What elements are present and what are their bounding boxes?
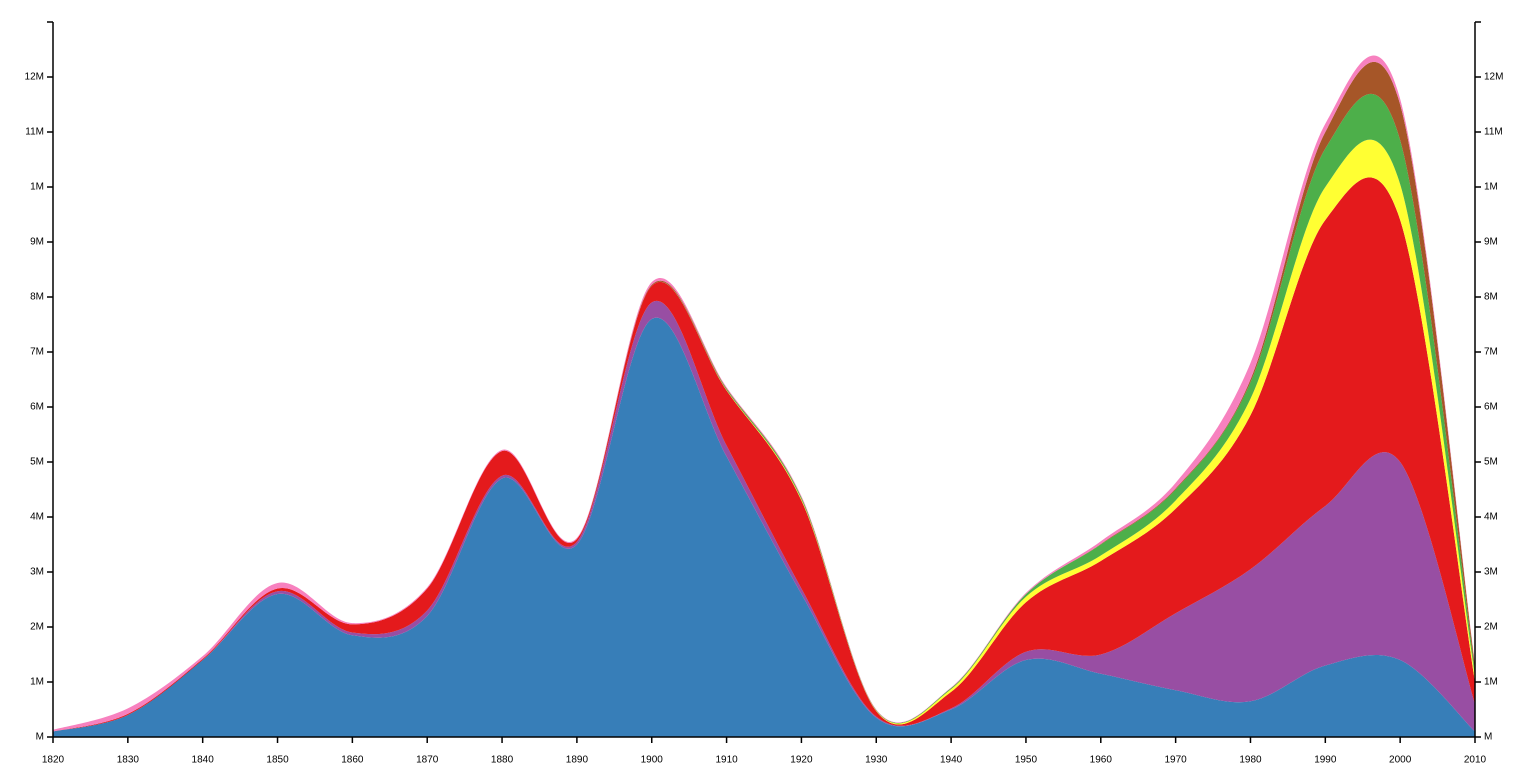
- y-tick-label: 3M: [1484, 567, 1498, 578]
- x-tick-label: 1820: [42, 755, 65, 766]
- y-tick-label: 4M: [30, 512, 44, 523]
- y-tick-label: 7M: [30, 347, 44, 358]
- area: [53, 93, 1475, 732]
- x-tick-label: 2010: [1464, 755, 1487, 766]
- x-tick-label: 1980: [1239, 755, 1262, 766]
- y-tick-label: 4M: [1484, 512, 1498, 523]
- area: [53, 61, 1475, 732]
- x-tick-label: 1930: [865, 755, 888, 766]
- y-tick-label: M: [1484, 732, 1492, 743]
- x-tick-label: 1860: [341, 755, 364, 766]
- y-tick-label: 1M: [1484, 182, 1498, 193]
- x-tick-label: 1830: [117, 755, 140, 766]
- x-tick-label: 1970: [1165, 755, 1188, 766]
- x-tick-label: 1870: [416, 755, 439, 766]
- y-tick-label: 1M: [30, 182, 44, 193]
- x-tick-label: 1850: [266, 755, 289, 766]
- y-tick-label: 7M: [1484, 347, 1498, 358]
- y-tick-label: 12M: [1484, 72, 1503, 83]
- y-tick-label: 1M: [30, 677, 44, 688]
- area: [53, 177, 1475, 732]
- x-tick-label: 1890: [566, 755, 589, 766]
- y-tick-label: 5M: [30, 457, 44, 468]
- y-tick-label: 5M: [1484, 457, 1498, 468]
- x-tick-label: 2000: [1389, 755, 1412, 766]
- x-tick-label: 1900: [641, 755, 664, 766]
- y-tick-label: 8M: [30, 292, 44, 303]
- x-tick-label: 1940: [940, 755, 963, 766]
- x-tick-label: 1840: [192, 755, 215, 766]
- y-tick-label: 2M: [1484, 622, 1498, 633]
- y-tick-label: 6M: [30, 402, 44, 413]
- y-tick-label: 3M: [30, 567, 44, 578]
- y-tick-label: 9M: [30, 237, 44, 248]
- y-tick-label: 11M: [25, 127, 44, 138]
- x-tick-label: 1950: [1015, 755, 1038, 766]
- y-tick-label: 11M: [1484, 127, 1503, 138]
- y-tick-label: 8M: [1484, 292, 1498, 303]
- y-tick-label: 1M: [1484, 677, 1498, 688]
- y-tick-label: 2M: [30, 622, 44, 633]
- area: [53, 317, 1475, 737]
- x-tick-label: 1880: [491, 755, 514, 766]
- area: [53, 55, 1475, 732]
- x-tick-label: 1920: [790, 755, 813, 766]
- y-tick-label: 9M: [1484, 237, 1498, 248]
- x-tick-label: 1990: [1314, 755, 1337, 766]
- y-tick-label: 12M: [25, 72, 44, 83]
- x-tick-label: 1960: [1090, 755, 1113, 766]
- y-tick-label: 6M: [1484, 402, 1498, 413]
- y-tick-label: M: [36, 732, 44, 743]
- area: [53, 139, 1475, 732]
- x-tick-label: 1910: [715, 755, 738, 766]
